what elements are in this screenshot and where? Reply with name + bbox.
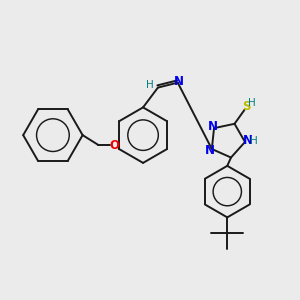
Text: H: H [248, 98, 256, 108]
Text: H: H [146, 80, 154, 90]
Text: S: S [242, 100, 251, 113]
Text: N: N [208, 120, 218, 133]
Text: N: N [205, 143, 215, 157]
Text: N: N [174, 75, 184, 88]
Text: H: H [250, 136, 258, 146]
Text: N: N [243, 134, 253, 148]
Text: O: O [109, 139, 119, 152]
